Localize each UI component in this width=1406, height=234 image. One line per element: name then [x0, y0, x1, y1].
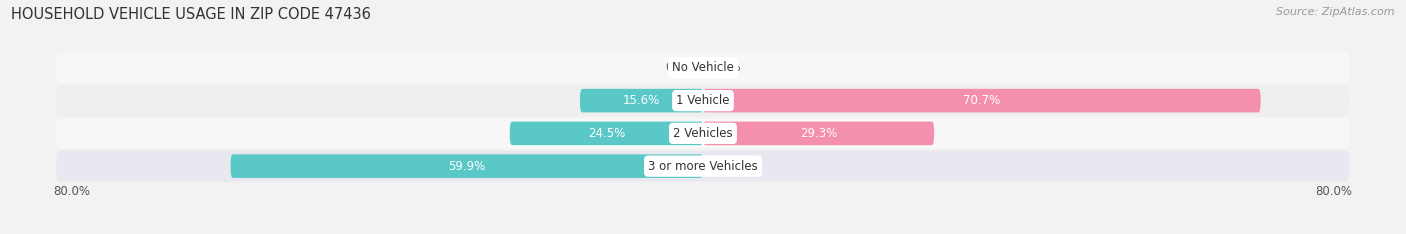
Text: 3 or more Vehicles: 3 or more Vehicles — [648, 160, 758, 173]
Text: 29.3%: 29.3% — [800, 127, 837, 140]
Text: 70.7%: 70.7% — [963, 94, 1001, 107]
FancyBboxPatch shape — [56, 85, 1350, 116]
Text: 0.0%: 0.0% — [665, 61, 695, 74]
FancyBboxPatch shape — [703, 89, 1261, 112]
Text: 2 Vehicles: 2 Vehicles — [673, 127, 733, 140]
Text: Source: ZipAtlas.com: Source: ZipAtlas.com — [1277, 7, 1395, 17]
FancyBboxPatch shape — [56, 151, 1350, 182]
FancyBboxPatch shape — [703, 122, 934, 145]
FancyBboxPatch shape — [510, 122, 703, 145]
FancyBboxPatch shape — [56, 52, 1350, 83]
Text: 15.6%: 15.6% — [623, 94, 659, 107]
FancyBboxPatch shape — [231, 154, 703, 178]
FancyBboxPatch shape — [56, 118, 1350, 149]
Text: 0.0%: 0.0% — [711, 61, 741, 74]
Text: No Vehicle: No Vehicle — [672, 61, 734, 74]
Text: 0.0%: 0.0% — [711, 160, 741, 173]
Text: 1 Vehicle: 1 Vehicle — [676, 94, 730, 107]
Text: 59.9%: 59.9% — [449, 160, 485, 173]
Text: HOUSEHOLD VEHICLE USAGE IN ZIP CODE 47436: HOUSEHOLD VEHICLE USAGE IN ZIP CODE 4743… — [11, 7, 371, 22]
FancyBboxPatch shape — [579, 89, 703, 112]
Text: 24.5%: 24.5% — [588, 127, 626, 140]
